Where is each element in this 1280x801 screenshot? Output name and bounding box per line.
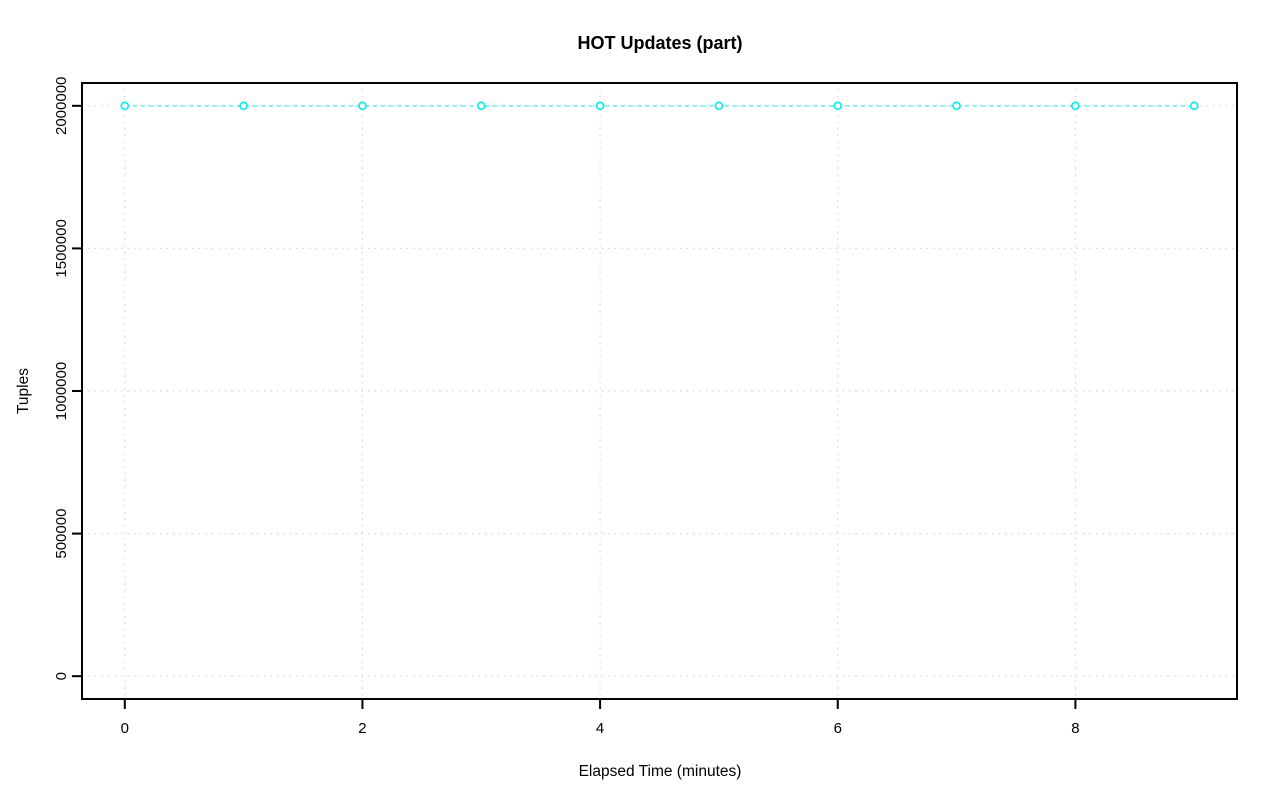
data-point-marker	[120, 101, 130, 111]
chart-title: HOT Updates (part)	[577, 33, 742, 53]
data-point-marker	[1070, 101, 1080, 111]
x-tick-label: 0	[121, 720, 129, 737]
y-tick-label: 1000000	[53, 362, 70, 420]
x-tick-label: 6	[834, 720, 842, 737]
x-axis-label: Elapsed Time (minutes)	[579, 763, 742, 780]
data-point-marker	[239, 101, 249, 111]
y-tick-label: 0	[53, 672, 70, 680]
x-tick-label: 4	[596, 720, 604, 737]
data-series-layer	[120, 101, 1199, 111]
y-tick-label: 1500000	[53, 219, 70, 277]
y-axis-label: Tuples	[15, 368, 32, 414]
data-point-marker	[833, 101, 843, 111]
data-point-marker	[358, 101, 367, 111]
axes-layer: 0 2 4 6 8 0 500000 1000000 1500000 2000000	[53, 77, 1080, 737]
data-point-marker	[952, 101, 961, 111]
data-point-marker	[595, 101, 605, 111]
plot-border-box	[81, 82, 1238, 700]
y-tick-label: 500000	[53, 509, 70, 559]
y-tick-label: 2000000	[53, 77, 70, 135]
data-point-marker	[1189, 101, 1199, 111]
x-tick-label: 2	[358, 720, 366, 737]
data-point-marker	[714, 101, 724, 111]
x-tick-label: 8	[1071, 720, 1079, 737]
grid-layer	[82, 83, 1237, 699]
data-point-marker	[476, 101, 486, 111]
